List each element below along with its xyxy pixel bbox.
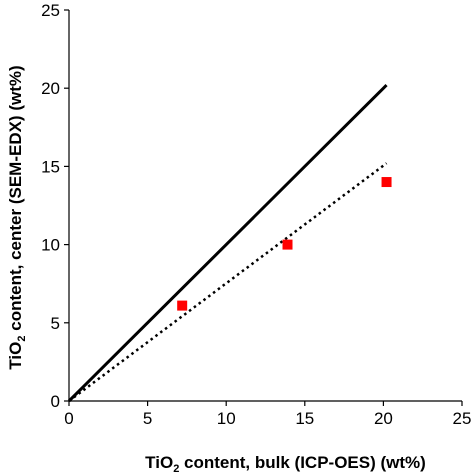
y-axis-title-suffix: content, center (SEM-EDX) (wt%) xyxy=(6,65,25,335)
axes xyxy=(68,10,462,402)
x-tick-label: 15 xyxy=(295,409,314,428)
y-tick-label: 20 xyxy=(41,79,60,98)
x-axis-ticks: 0 5 10 15 20 25 xyxy=(64,401,471,428)
x-axis-title-suffix: content, bulk (ICP-OES) (wt%) xyxy=(179,453,426,472)
x-tick-label: 20 xyxy=(374,409,393,428)
x-tick-label: 10 xyxy=(217,409,236,428)
y-tick-label: 10 xyxy=(41,236,60,255)
y-tick-label: 5 xyxy=(51,314,60,333)
y-tick-label: 0 xyxy=(51,392,60,411)
x-tick-label: 0 xyxy=(64,409,73,428)
x-axis-title-prefix: TiO xyxy=(145,453,173,472)
y-axis-title: TiO2 content, center (SEM-EDX) (wt%) xyxy=(6,65,28,369)
y-tick-label: 15 xyxy=(41,157,60,176)
data-point xyxy=(282,239,293,250)
data-points xyxy=(177,177,392,311)
y-axis-ticks: 0 5 10 15 20 25 xyxy=(41,1,69,411)
solid-reference-line xyxy=(67,84,388,403)
dotted-fit-line xyxy=(68,162,388,403)
y-axis-title-prefix: TiO xyxy=(6,342,25,370)
x-tick-label: 25 xyxy=(453,409,472,428)
y-tick-label: 25 xyxy=(41,1,60,20)
x-axis-title: TiO2 content, bulk (ICP-OES) (wt%) xyxy=(145,453,426,475)
x-tick-label: 5 xyxy=(143,409,152,428)
fit-lines xyxy=(67,84,388,403)
data-point xyxy=(381,177,392,188)
y-axis-title-subscript: 2 xyxy=(16,335,28,341)
x-axis-title-subscript: 2 xyxy=(173,463,179,475)
data-point xyxy=(177,300,188,311)
